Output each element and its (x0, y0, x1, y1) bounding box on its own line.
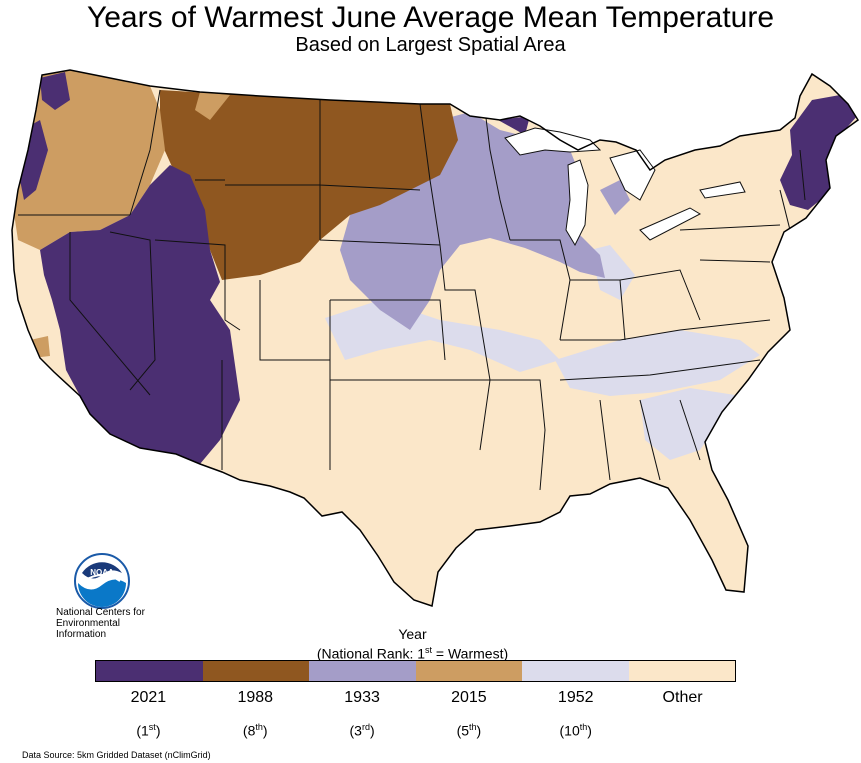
legend-subtitle: (National Rank: 1st = Warmest) (316, 645, 509, 662)
region-1933-michigan (600, 180, 630, 215)
legend-labels: 2021 1988 1933 2015 1952 Other (95, 689, 736, 707)
region-2021-northeast (780, 95, 858, 210)
map-title: Years of Warmest June Average Mean Tempe… (86, 1, 775, 34)
legend-swatch (522, 661, 629, 681)
legend-swatch (96, 661, 203, 681)
legend-label: 2021 (130, 689, 167, 706)
legend-label: 1952 (557, 689, 594, 706)
region-1933-upper-midwest (340, 112, 605, 330)
region-2021-southwest (40, 165, 240, 464)
region-2015-montana (195, 92, 230, 120)
map-subtitle: Based on Largest Spatial Area (295, 34, 566, 56)
legend-swatch (415, 661, 522, 681)
legend-rank: (8th) (242, 722, 268, 739)
legend-label: 2015 (451, 689, 487, 706)
legend-swatch (202, 661, 309, 681)
legend-rank (629, 719, 736, 739)
legend-label: Other (662, 689, 703, 706)
legend-swatch (309, 661, 416, 681)
us-temperature-map (11, 69, 859, 607)
org-line: Information (56, 629, 107, 640)
legend-rank: (1st) (136, 722, 161, 739)
legend-title: Year (398, 626, 427, 642)
region-2021-northwest-coast (40, 72, 70, 110)
lake-ontario (699, 181, 746, 199)
logo-text: NOAA (90, 568, 114, 577)
region-1952-tennessee (555, 330, 760, 396)
legend-color-bar (95, 660, 736, 682)
organization-name: National Centers for Environmental Infor… (56, 607, 166, 640)
org-line: Environmental (56, 618, 120, 629)
legend-swatch (628, 661, 735, 681)
legend-label: 1933 (344, 689, 380, 706)
state-boundaries (18, 89, 806, 491)
legend-rank: (10th) (559, 722, 592, 739)
lake-michigan (565, 159, 589, 247)
noaa-logo-icon: NOAA (74, 553, 130, 609)
legend-ranks: (1st) (8th) (3rd) (5th) (10th) (95, 719, 736, 739)
legend-rank: (3rd) (349, 722, 375, 739)
region-2021-minnesota (498, 116, 530, 135)
org-line: National Centers for (56, 607, 145, 618)
legend-label: 1988 (237, 689, 274, 706)
legend-rank: (5th) (456, 722, 482, 739)
region-1952-midwest (590, 245, 635, 300)
region-2015-northwest (12, 70, 165, 250)
lake-huron (609, 149, 656, 201)
data-source: Data Source: 5km Gridded Dataset (nClimG… (22, 750, 211, 760)
lake-erie (639, 207, 702, 241)
